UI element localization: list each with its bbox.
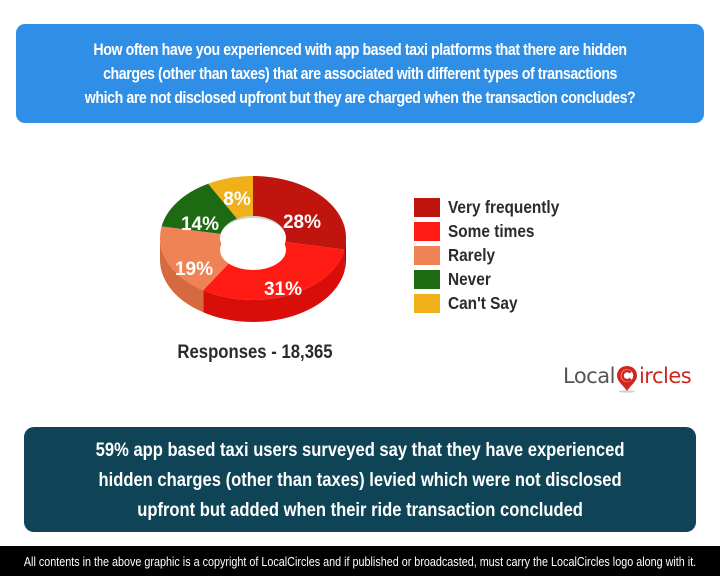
label-some-times: 31%: [264, 279, 302, 300]
legend-label: Rarely: [448, 245, 496, 265]
slice-rarely[interactable]: [159, 226, 236, 291]
label-rarely: 19%: [175, 259, 213, 280]
legend-label: Very frequently: [448, 197, 560, 217]
legend-swatch: [414, 246, 440, 265]
localcircles-logo: Local ircles: [563, 358, 692, 394]
logo-text-circles: ircles: [638, 364, 692, 388]
legend-item-never: Never: [414, 269, 574, 289]
slice-cant-say[interactable]: [208, 176, 253, 219]
summary-line: upfront but added when their ride transa…: [137, 498, 583, 521]
question-banner: How often have you experienced with app …: [16, 24, 704, 123]
copyright-footer: All contents in the above graphic is a c…: [0, 546, 720, 576]
logo-text-local: Local: [563, 364, 615, 388]
legend-label: Never: [448, 269, 491, 289]
legend-item-very-frequently: Very frequently: [414, 197, 574, 217]
legend-swatch: [414, 222, 440, 241]
legend-item-cant-say: Can't Say: [414, 293, 574, 313]
copyright-text: All contents in the above graphic is a c…: [23, 553, 697, 569]
slice-very-frequently[interactable]: [253, 175, 347, 250]
legend-swatch: [414, 294, 440, 313]
legend-label: Can't Say: [448, 293, 518, 313]
question-text: How often have you experienced with app …: [84, 38, 636, 110]
legend-item-some-times: Some times: [414, 221, 574, 241]
summary-banner: 59% app based taxi users surveyed say th…: [24, 427, 696, 532]
donut-hole: [220, 230, 286, 270]
slice-wall-rarely: [160, 238, 204, 313]
label-cant-say: 8%: [223, 189, 251, 210]
slice-never[interactable]: [161, 183, 238, 234]
legend-swatch: [414, 270, 440, 289]
question-line: which are not disclosed upfront but they…: [84, 88, 636, 107]
slice-wall-some-times: [203, 249, 345, 322]
map-pin-icon: [616, 366, 637, 393]
legend-swatch: [414, 198, 440, 217]
chart-legend: Very frequently Some times Rarely Never …: [414, 197, 574, 318]
label-never: 14%: [181, 214, 219, 235]
responses-count: Responses - 18,365: [177, 342, 333, 363]
question-line: How often have you experienced with app …: [93, 40, 627, 59]
legend-label: Some times: [448, 221, 535, 241]
question-line: charges (other than taxes) that are asso…: [103, 64, 617, 83]
summary-line: hidden charges (other than taxes) levied…: [98, 468, 622, 491]
summary-text: 59% app based taxi users surveyed say th…: [96, 435, 625, 525]
slice-wall-very-frequently: [344, 238, 347, 272]
legend-item-rarely: Rarely: [414, 245, 574, 265]
slice-some-times[interactable]: [203, 242, 345, 300]
summary-line: 59% app based taxi users surveyed say th…: [95, 438, 625, 461]
label-very-frequently: 28%: [283, 212, 321, 233]
